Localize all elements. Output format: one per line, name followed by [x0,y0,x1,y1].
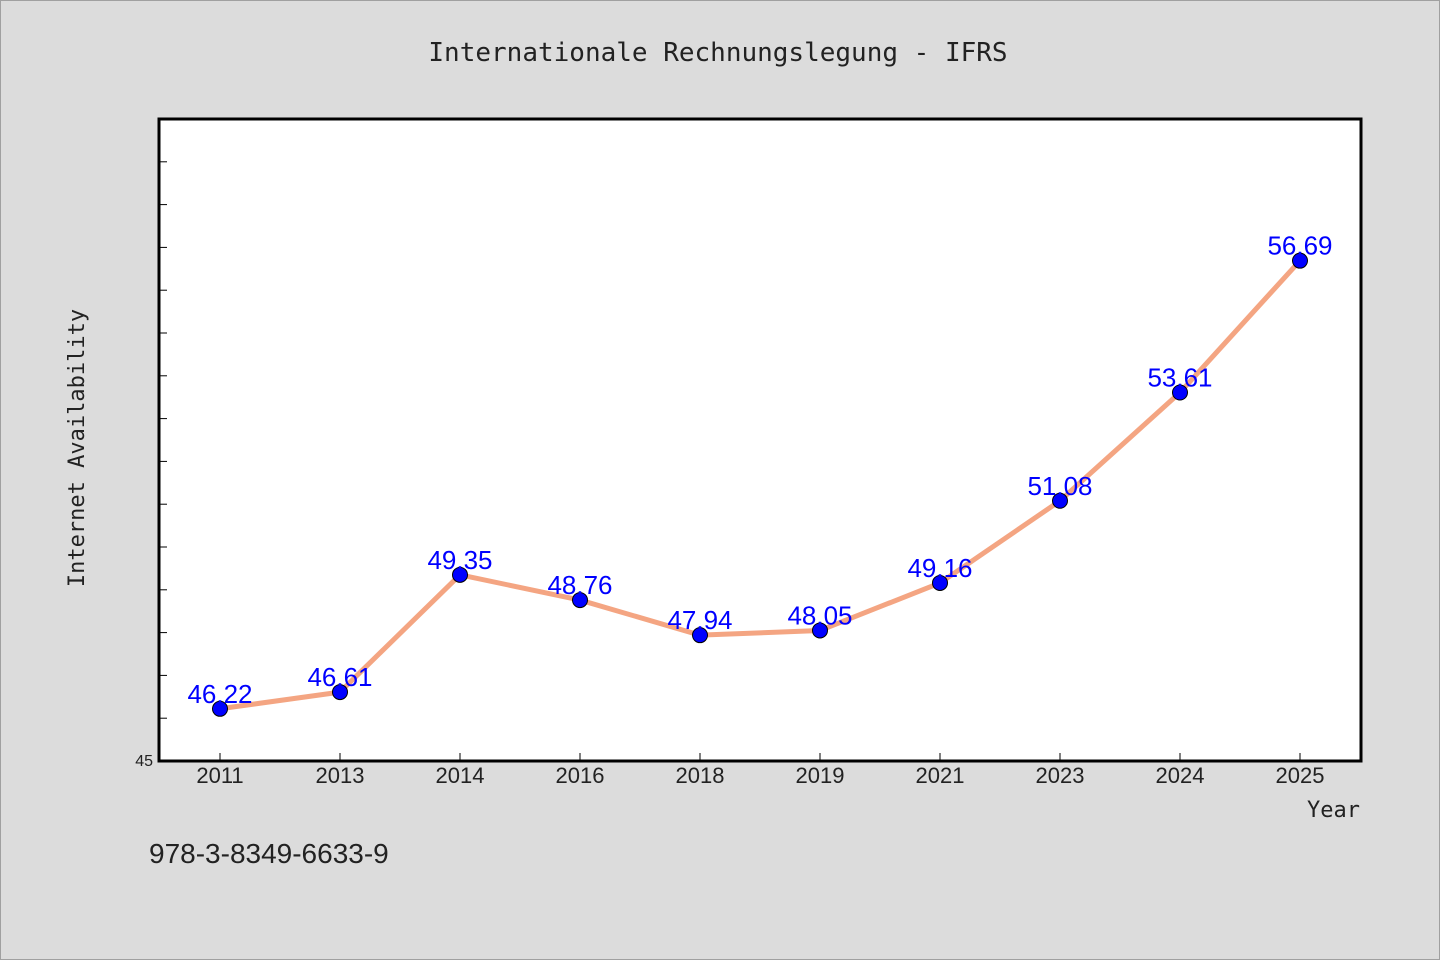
data-point [812,622,828,639]
x-tick-label: 2025 [1276,763,1325,788]
plot-area [157,117,1363,763]
data-label: 48.76 [547,570,612,600]
data-label: 56.69 [1267,231,1332,261]
x-tick-label: 2011 [196,763,243,788]
x-tick-label: 2016 [556,763,605,788]
x-tick-label: 2024 [1156,763,1205,788]
data-label: 53.61 [1147,362,1212,392]
x-axis-label: Year [1307,798,1360,823]
data-point [212,700,228,717]
y-axis-ticks [159,161,167,719]
series-layer: 46.22 46.61 49.35 48.76 47.94 48.05 49.16 51.08… [187,231,1333,717]
data-point [1292,252,1308,269]
data-point [1052,492,1068,509]
data-label: 49.16 [907,553,972,583]
data-point [452,566,468,583]
x-tick-label: 2023 [1036,763,1085,788]
x-tick-label: 2019 [796,763,845,788]
x-tick-label: 2018 [676,763,725,788]
x-axis-ticks: 2011 2013 2014 2016 2018 2019 2021 2023 2024 2025 [196,753,1324,788]
data-label: 46.61 [307,662,372,692]
data-point [932,574,948,591]
data-label: 51.08 [1027,471,1092,501]
x-tick-label: 2013 [316,763,365,788]
data-point [332,684,348,701]
data-label: 48.05 [787,600,852,630]
y-tick-label-min: 45 [135,753,153,770]
series-line [217,258,1303,712]
data-point [1172,384,1188,401]
x-tick-label: 2014 [436,763,485,788]
data-label: 49.35 [427,545,492,575]
chart-title: Internationale Rechnungslegung - IFRS [428,38,1007,68]
data-point [692,627,708,644]
data-point [572,592,588,609]
data-label: 47.94 [667,605,732,635]
y-axis-label: Internet Availability [65,309,90,587]
x-tick-label: 2021 [916,763,965,788]
data-label: 46.22 [187,679,252,709]
isbn-text: 978-3-8349-6633-9 [149,838,389,869]
